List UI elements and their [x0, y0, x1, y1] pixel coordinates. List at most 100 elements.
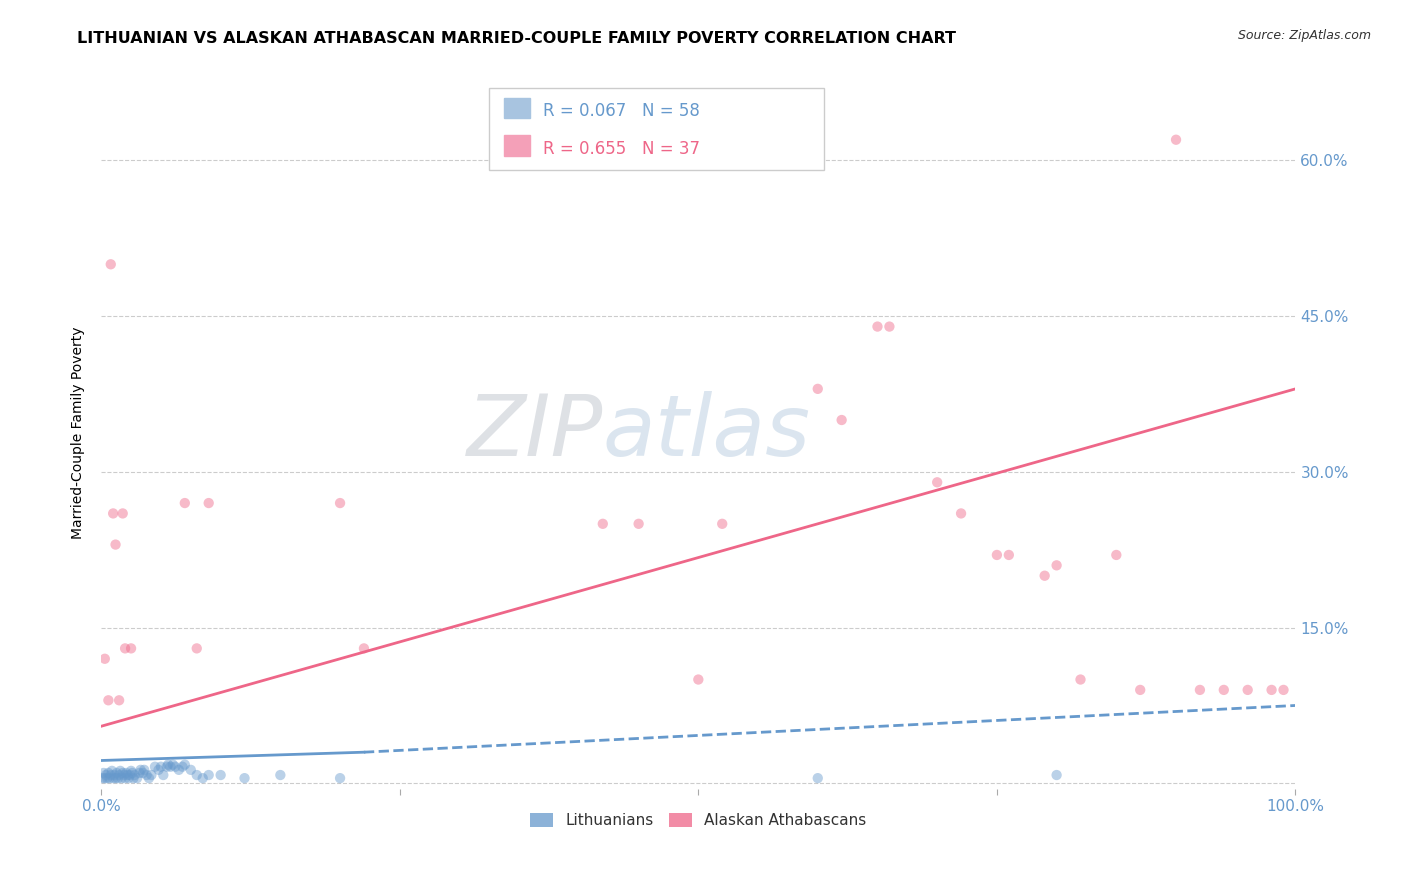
Point	[98, 771, 121, 785]
Point	[986, 548, 1008, 562]
Point	[831, 413, 853, 427]
Point	[108, 768, 131, 782]
Text: Source: ZipAtlas.com: Source: ZipAtlas.com	[1237, 29, 1371, 42]
Point	[120, 764, 142, 778]
Point	[100, 257, 122, 271]
Point	[134, 763, 156, 777]
Point	[97, 693, 120, 707]
Text: R = 0.655   N = 37: R = 0.655 N = 37	[543, 139, 700, 158]
Point	[94, 768, 117, 782]
Point	[180, 763, 202, 777]
Point	[1046, 558, 1069, 573]
Point	[807, 771, 830, 785]
Point	[1033, 568, 1056, 582]
Point	[138, 771, 160, 785]
Point	[998, 548, 1021, 562]
Point	[162, 757, 184, 772]
Point	[118, 768, 141, 782]
Point	[110, 764, 132, 778]
Point	[329, 496, 352, 510]
Point	[165, 760, 187, 774]
Point	[121, 766, 143, 780]
Point	[711, 516, 734, 531]
FancyBboxPatch shape	[489, 88, 824, 169]
Point	[112, 768, 135, 782]
Point	[1069, 673, 1091, 687]
Point	[592, 516, 614, 531]
Point	[879, 319, 901, 334]
Point	[101, 764, 124, 778]
Point	[329, 771, 352, 785]
Point	[129, 763, 152, 777]
Point	[114, 771, 136, 785]
Point	[157, 757, 180, 772]
Point	[101, 507, 124, 521]
Point	[91, 771, 114, 785]
Point	[143, 760, 166, 774]
Point	[96, 771, 118, 785]
Point	[111, 507, 134, 521]
Point	[159, 760, 181, 774]
Point	[1212, 682, 1234, 697]
Text: R = 0.067   N = 58: R = 0.067 N = 58	[543, 102, 700, 120]
Point	[233, 771, 256, 785]
Point	[269, 768, 291, 782]
Point	[1046, 768, 1069, 782]
Point	[149, 760, 172, 774]
Point	[156, 760, 179, 774]
Point	[209, 768, 232, 782]
Point	[93, 766, 115, 780]
Point	[111, 766, 134, 780]
Point	[100, 768, 122, 782]
Point	[148, 763, 170, 777]
Point	[101, 771, 124, 785]
Point	[950, 507, 973, 521]
Point	[128, 766, 150, 780]
Point	[1236, 682, 1258, 697]
Point	[118, 771, 141, 785]
Legend: Lithuanians, Alaskan Athabascans: Lithuanians, Alaskan Athabascans	[524, 807, 873, 834]
Point	[167, 763, 190, 777]
Text: ZIP: ZIP	[467, 392, 603, 475]
Y-axis label: Married-Couple Family Poverty: Married-Couple Family Poverty	[72, 326, 86, 540]
Point	[97, 766, 120, 780]
Point	[927, 475, 949, 490]
Point	[115, 766, 138, 780]
Point	[122, 771, 145, 785]
Text: LITHUANIAN VS ALASKAN ATHABASCAN MARRIED-COUPLE FAMILY POVERTY CORRELATION CHART: LITHUANIAN VS ALASKAN ATHABASCAN MARRIED…	[77, 31, 956, 46]
Point	[807, 382, 830, 396]
Point	[104, 538, 127, 552]
Text: atlas: atlas	[603, 392, 811, 475]
Point	[1260, 682, 1282, 697]
Point	[103, 768, 125, 782]
Point	[94, 771, 117, 785]
Point	[1129, 682, 1152, 697]
Point	[1188, 682, 1211, 697]
Point	[117, 768, 139, 782]
Point	[688, 673, 710, 687]
Point	[173, 757, 195, 772]
Point	[108, 693, 131, 707]
Point	[114, 641, 136, 656]
Point	[172, 760, 194, 774]
Point	[186, 641, 208, 656]
Point	[110, 771, 132, 785]
Point	[141, 768, 163, 782]
Point	[105, 766, 128, 780]
Point	[135, 768, 157, 782]
Point	[104, 771, 127, 785]
Point	[197, 496, 219, 510]
Point	[1272, 682, 1295, 697]
Point	[866, 319, 889, 334]
Point	[107, 771, 129, 785]
Point	[120, 641, 142, 656]
Point	[173, 496, 195, 510]
Point	[627, 516, 650, 531]
Point	[124, 768, 146, 782]
Point	[186, 768, 208, 782]
Point	[1105, 548, 1128, 562]
FancyBboxPatch shape	[503, 97, 530, 118]
Point	[197, 768, 219, 782]
Point	[125, 771, 148, 785]
Point	[132, 766, 155, 780]
